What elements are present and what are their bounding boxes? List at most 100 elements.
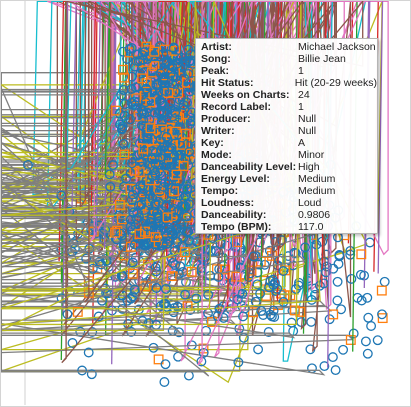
scatter-marker[interactable] [264, 245, 275, 256]
scatter-marker[interactable] [115, 228, 126, 239]
scatter-marker[interactable] [126, 326, 137, 337]
scatter-marker[interactable] [146, 126, 157, 137]
scatter-marker[interactable] [61, 1, 364, 364]
scatter-marker[interactable] [179, 247, 190, 258]
scatter-marker[interactable] [130, 252, 141, 263]
scatter-marker[interactable] [345, 335, 356, 345]
scatter-marker[interactable] [150, 167, 161, 178]
scatter-marker[interactable] [168, 43, 179, 54]
scatter-marker[interactable] [125, 221, 136, 232]
scatter-marker[interactable] [129, 96, 140, 107]
scatter-marker[interactable] [171, 126, 181, 137]
scatter-marker[interactable] [108, 160, 118, 171]
scatter-marker[interactable] [207, 317, 217, 327]
scatter-marker[interactable] [289, 305, 300, 316]
scatter-marker[interactable] [161, 58, 172, 69]
scatter-marker[interactable] [166, 162, 176, 173]
scatter-marker[interactable] [232, 294, 243, 305]
scatter-marker[interactable] [171, 169, 182, 180]
scatter-marker[interactable] [255, 288, 266, 299]
scatter-marker[interactable] [263, 327, 274, 337]
scatter-marker[interactable] [379, 276, 390, 287]
scatter-marker[interactable] [158, 222, 169, 233]
scatter-marker[interactable] [131, 214, 142, 224]
scatter-marker[interactable] [1, 207, 210, 377]
scatter-marker[interactable] [161, 132, 172, 142]
scatter-marker[interactable] [253, 344, 264, 355]
scatter-marker[interactable] [142, 146, 152, 157]
scatter-marker[interactable] [132, 150, 143, 161]
scatter-marker[interactable] [334, 250, 345, 260]
scatter-marker[interactable] [366, 321, 377, 331]
scatter-marker[interactable] [163, 222, 174, 233]
scatter-marker[interactable] [169, 246, 180, 257]
scatter-marker[interactable] [140, 67, 151, 78]
scatter-marker[interactable] [356, 295, 367, 306]
scatter-marker[interactable] [156, 124, 167, 135]
scatter-marker[interactable] [332, 232, 343, 243]
scatter-marker[interactable] [118, 84, 129, 95]
scatter-marker[interactable] [169, 212, 180, 223]
scatter-marker[interactable] [155, 168, 166, 179]
scatter-marker[interactable] [140, 281, 151, 292]
scatter-marker[interactable] [170, 107, 181, 118]
scatter-marker[interactable] [159, 377, 170, 387]
scatter-marker[interactable] [105, 181, 116, 192]
scatter-marker[interactable] [238, 311, 248, 322]
scatter-marker[interactable] [23, 160, 33, 170]
scatter-marker[interactable] [60, 1, 67, 284]
scatter-marker[interactable] [139, 239, 150, 250]
scatter-marker[interactable] [150, 262, 161, 273]
scatter-marker[interactable] [119, 110, 130, 121]
scatter-marker[interactable] [180, 289, 191, 300]
scatter-marker[interactable] [306, 294, 317, 305]
scatter-marker[interactable] [161, 201, 172, 212]
scatter-marker[interactable] [122, 295, 133, 306]
scatter-marker[interactable] [182, 97, 193, 108]
scatter-marker[interactable] [142, 54, 153, 65]
scatter-marker[interactable] [110, 227, 121, 238]
scatter-marker[interactable] [137, 316, 148, 326]
scatter-marker[interactable] [261, 290, 272, 301]
scatter-marker[interactable] [169, 186, 179, 197]
scatter-marker[interactable] [232, 237, 243, 248]
scatter-marker[interactable] [268, 305, 279, 316]
scatter-marker[interactable] [139, 47, 150, 58]
scatter-marker[interactable] [150, 158, 161, 169]
scatter-marker[interactable] [278, 266, 289, 276]
scatter-marker[interactable] [174, 205, 185, 216]
scatter-marker[interactable] [118, 64, 128, 75]
scatter-marker[interactable] [141, 83, 152, 94]
scatter-marker[interactable] [176, 223, 187, 233]
scatter-marker[interactable] [278, 297, 289, 307]
scatter-marker[interactable] [268, 274, 278, 285]
scatter-marker[interactable] [138, 54, 149, 65]
scatter-marker[interactable] [162, 151, 173, 162]
scatter-marker[interactable] [170, 87, 181, 98]
scatter-marker[interactable] [332, 276, 343, 287]
scatter-marker[interactable] [321, 261, 332, 272]
scatter-marker[interactable] [140, 226, 150, 237]
scatter-marker[interactable] [118, 241, 129, 252]
scatter-marker[interactable] [150, 232, 161, 243]
scatter-marker[interactable] [203, 289, 214, 300]
scatter-marker[interactable] [137, 189, 148, 200]
scatter-marker[interactable] [377, 313, 388, 324]
scatter-marker[interactable] [111, 105, 122, 116]
scatter-marker[interactable] [75, 326, 86, 337]
scatter-marker[interactable] [191, 237, 202, 247]
scatter-marker[interactable] [145, 221, 156, 232]
scatter-marker[interactable] [252, 279, 263, 290]
scatter-marker[interactable] [72, 306, 83, 317]
scatter-marker[interactable] [151, 208, 162, 219]
scatter-marker[interactable] [150, 198, 161, 209]
scatter-marker[interactable] [306, 316, 317, 327]
scatter-marker[interactable] [178, 192, 189, 203]
scatter-marker[interactable] [167, 325, 178, 336]
scatter-marker[interactable] [362, 348, 373, 359]
scatter-marker[interactable] [233, 357, 244, 368]
scatter-marker[interactable] [151, 283, 162, 293]
scatter-marker[interactable] [178, 161, 189, 171]
scatter-marker[interactable] [128, 207, 139, 218]
scatter-marker[interactable] [186, 266, 197, 277]
